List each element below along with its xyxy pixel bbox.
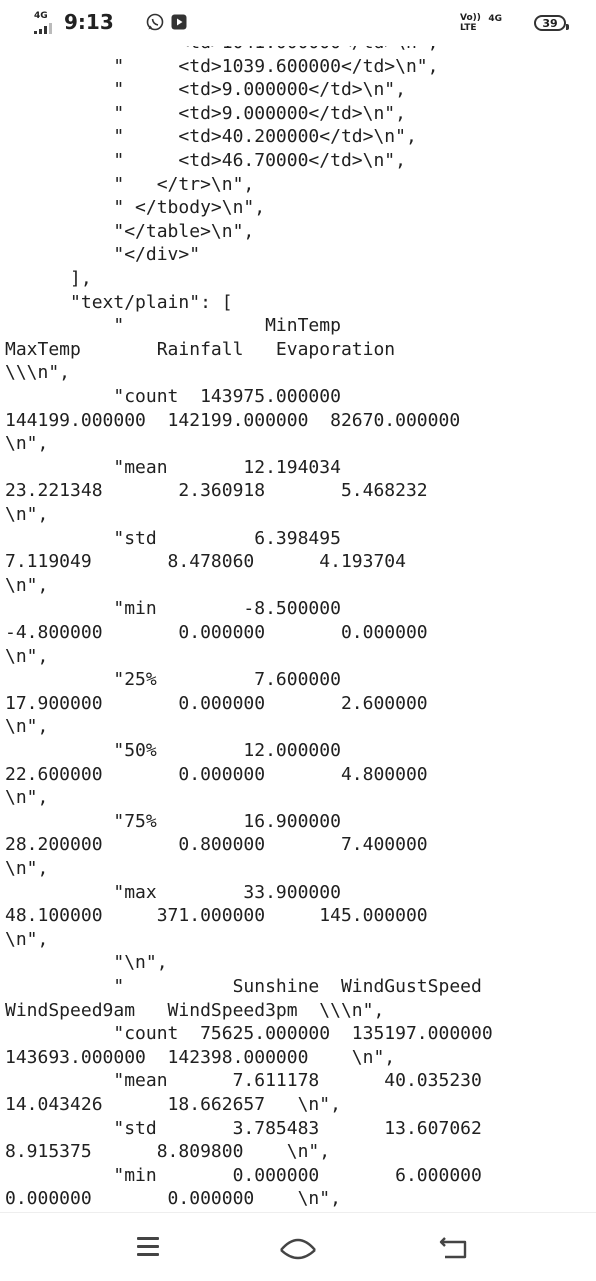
code-line: \n", xyxy=(5,858,49,879)
code-line: " <td>40.200000</td>\n", xyxy=(5,126,417,148)
code-line: "50% 12.000000 xyxy=(5,740,341,761)
code-line: "75% 16.900000 xyxy=(5,810,341,832)
code-line: "</div>" xyxy=(5,244,201,266)
home-button[interactable] xyxy=(268,1227,328,1267)
back-icon xyxy=(439,1237,467,1259)
code-line: ], xyxy=(5,268,92,289)
network-type: 4G xyxy=(34,11,48,21)
code-line: \n", xyxy=(5,645,49,667)
code-line: 28.200000 0.800000 7.400000 xyxy=(5,834,428,856)
battery-icon: 39 xyxy=(534,15,569,31)
code-line: 8.915375 8.809800 \n", xyxy=(5,1141,331,1163)
code-line: 0.000000 0.000000 \n", xyxy=(5,1188,341,1210)
status-bar: 4G 9:13 Vo)) LTE 4G 39 xyxy=(0,0,596,46)
code-line: " MinTemp xyxy=(5,315,341,337)
code-line: "mean 7.611178 40.035230 xyxy=(5,1070,482,1092)
code-line: "</table>\n", xyxy=(5,220,255,242)
code-line: " </tbody>\n", xyxy=(5,197,266,219)
lte-label: LTE xyxy=(460,23,477,33)
recents-icon xyxy=(137,1237,159,1256)
code-line: MaxTemp Rainfall Evaporation xyxy=(5,338,396,360)
code-line: 143693.000000 142398.000000 \n", xyxy=(5,1046,396,1068)
code-line: "std 3.785483 13.607062 xyxy=(5,1117,482,1139)
code-line: 48.100000 371.000000 145.000000 xyxy=(5,905,428,927)
home-icon xyxy=(280,1238,316,1260)
code-line: " Sunshine WindGustSpeed xyxy=(5,976,482,997)
code-line: 7.119049 8.478060 4.193704 xyxy=(5,551,406,573)
code-line: " <td>9.000000</td>\n", xyxy=(5,79,406,101)
recents-button[interactable] xyxy=(118,1227,178,1267)
code-line: 23.221348 2.360918 5.468232 xyxy=(5,480,428,502)
data-type-label: 4G xyxy=(488,14,502,24)
navigation-bar xyxy=(0,1212,596,1281)
code-line: " </tr>\n", xyxy=(5,173,255,195)
code-viewer[interactable]: " <td>1041.000000</td>\n", " <td>1039.60… xyxy=(0,34,596,1212)
whatsapp-icon xyxy=(146,13,164,31)
code-line: -4.800000 0.000000 0.000000 xyxy=(5,622,428,643)
signal-icon xyxy=(34,23,52,34)
code-line: "25% 7.600000 xyxy=(5,669,341,691)
volte-indicator: Vo)) LTE xyxy=(460,13,486,33)
play-icon xyxy=(171,14,187,30)
code-line: " <td>9.000000</td>\n", xyxy=(5,102,406,124)
volte-label: Vo)) xyxy=(460,13,481,23)
code-line: "count 75625.000000 135197.000000 xyxy=(5,1023,493,1045)
code-line: \\\n", xyxy=(5,362,71,384)
code-line: "std 6.398495 xyxy=(5,527,341,549)
code-line: " <td>1039.600000</td>\n", xyxy=(5,55,439,77)
code-line: WindSpeed9am WindSpeed3pm \\\n", xyxy=(5,999,385,1021)
code-line: " <td>46.70000</td>\n", xyxy=(5,150,406,171)
code-line: "text/plain": [ xyxy=(5,291,233,313)
code-line: "min -8.500000 xyxy=(5,598,341,620)
code-line: 144199.000000 142199.000000 82670.000000 xyxy=(5,409,461,431)
code-line: \n", xyxy=(5,504,49,525)
code-line: \n", xyxy=(5,433,49,455)
battery-level: 39 xyxy=(542,17,558,30)
clock: 9:13 xyxy=(64,10,114,34)
code-line: "\n", xyxy=(5,952,168,974)
code-line: 22.600000 0.000000 4.800000 xyxy=(5,763,428,785)
battery-tip xyxy=(566,24,569,30)
code-line: "mean 12.194034 xyxy=(5,456,341,478)
code-line: "count 143975.000000 xyxy=(5,386,341,407)
code-line: "max 33.900000 xyxy=(5,881,341,903)
back-button[interactable] xyxy=(424,1227,484,1267)
code-line: 17.900000 0.000000 2.600000 xyxy=(5,692,428,714)
code-line: "min 0.000000 6.000000 xyxy=(5,1164,482,1186)
code-line: \n", xyxy=(5,574,49,596)
code-line: \n", xyxy=(5,787,49,809)
code-line: \n", xyxy=(5,716,49,738)
code-line: \n", xyxy=(5,928,49,950)
code-line: 14.043426 18.662657 \n", xyxy=(5,1094,341,1115)
